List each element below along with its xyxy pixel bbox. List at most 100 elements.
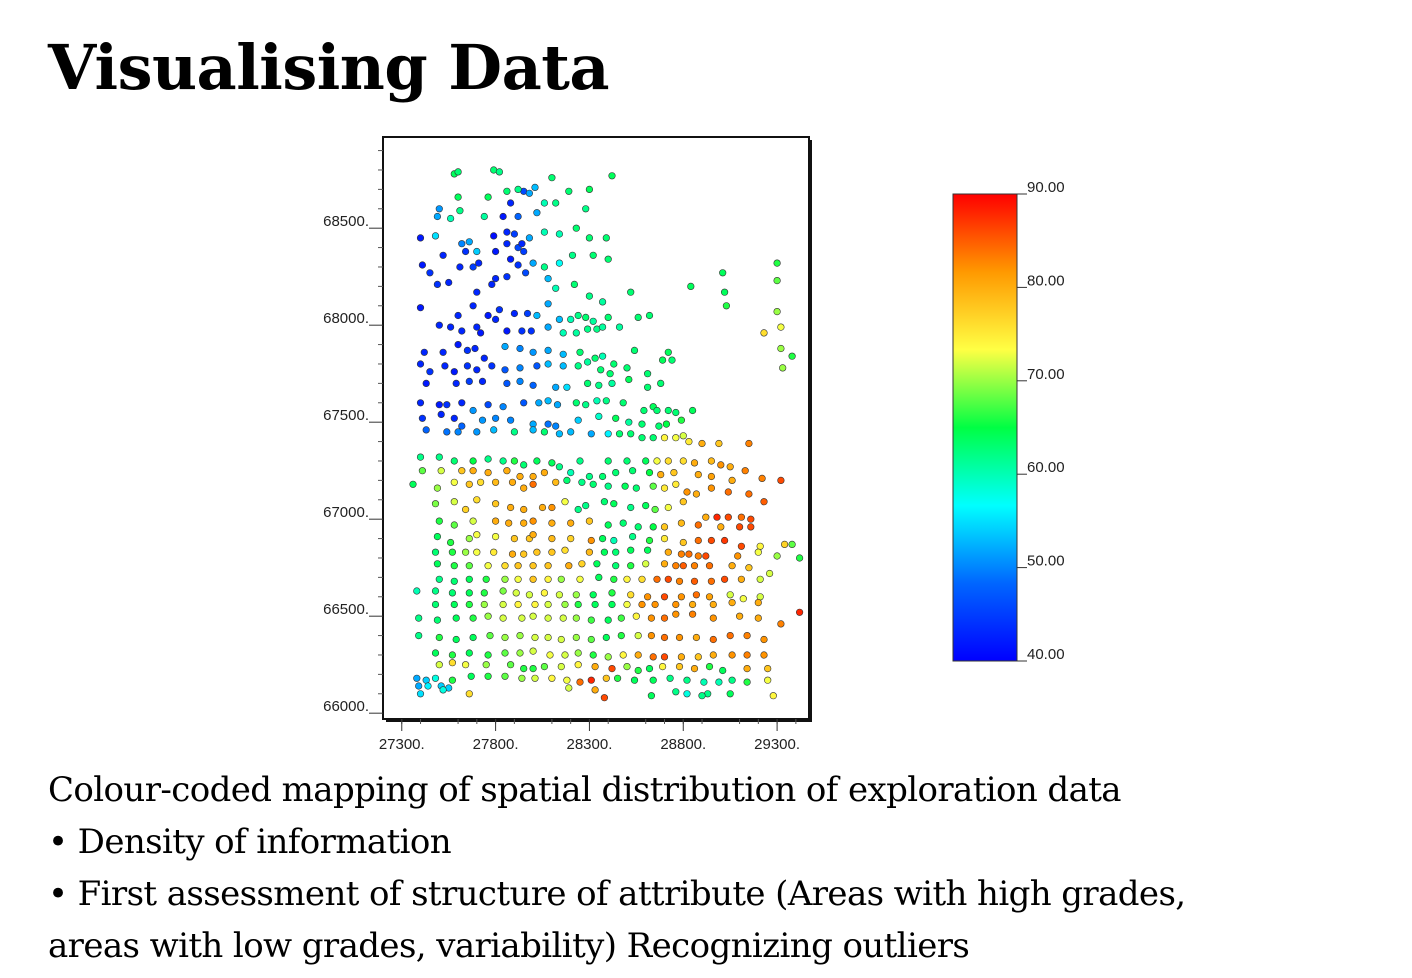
colorbar-tick-label: 70.00 [1027,366,1065,383]
data-point [529,259,537,267]
colorbar-gradient [952,193,1018,662]
data-point [595,412,603,421]
data-point [734,552,742,560]
data-point [516,472,524,481]
data-point [548,519,556,527]
data-point [516,364,524,372]
data-point [610,575,618,583]
data-point [510,457,519,465]
data-point [555,430,564,438]
data-point [544,346,552,355]
data-point [773,259,781,267]
data-point [488,362,496,370]
data-point [469,406,477,415]
data-point [694,521,702,529]
data-point [447,538,455,547]
colorbar-tick-label: 90.00 [1027,179,1065,196]
data-point [501,672,509,680]
data-point [728,676,736,684]
data-point [548,503,556,512]
data-point [540,428,549,436]
data-point [638,600,646,609]
data-point [677,416,686,424]
data-point [634,666,642,675]
data-point [544,600,552,609]
data-point [694,536,702,545]
data-point [525,189,534,197]
data-point [638,575,646,583]
data-point [507,416,515,424]
data-point [484,672,492,680]
data-point [604,430,612,438]
data-point [608,600,616,609]
data-point [544,300,552,308]
data-point [610,536,618,545]
data-point [529,531,537,539]
data-point [568,251,577,259]
data-point [501,649,509,657]
data-point [544,420,552,428]
y-tick-label: 68500. [323,213,369,230]
data-point [492,414,500,422]
data-point [480,589,488,597]
data-point [698,439,706,448]
data-point [760,329,768,337]
data-point [484,469,492,477]
data-point [484,401,492,409]
data-point [559,362,567,370]
data-point [559,614,567,622]
y-tick-label: 67000. [323,504,369,521]
data-point [632,484,640,492]
data-point [683,676,691,684]
data-point [773,308,781,316]
data-point [520,461,528,469]
data-point [608,379,616,388]
data-point [499,212,507,221]
data-point [462,505,470,514]
data-point [544,633,552,642]
data-point [469,614,477,622]
data-point [435,321,443,329]
data-point [435,453,443,461]
data-point [608,589,616,597]
data-point [477,478,485,486]
data-point [529,348,537,356]
data-point [503,327,511,335]
data-point [465,589,473,597]
data-point [471,344,479,353]
data-point [615,323,624,331]
data-point [743,631,751,640]
data-point [707,536,716,545]
data-point [623,457,631,465]
data-point [495,168,504,176]
data-point [658,662,667,671]
bullet-density: • Density of information [48,822,452,862]
data-point [435,575,443,583]
data-point [435,401,443,409]
y-axis-minor-ticks [378,150,383,695]
data-point [520,247,528,256]
data-point [700,678,708,686]
data-point [664,406,672,415]
data-point [424,682,432,690]
data-point [448,651,457,659]
data-point [450,600,458,609]
data-point [589,651,597,659]
data-point [473,428,481,436]
data-point [458,467,466,475]
data-point [516,631,524,640]
data-point [557,635,565,644]
data-point [578,560,586,568]
data-point [627,591,635,599]
plot-frame [382,136,810,720]
data-point [634,523,642,531]
data-point [529,472,537,481]
data-point [465,480,473,488]
data-point [589,251,597,259]
data-point [565,187,573,195]
data-point [552,478,560,486]
data-point [672,434,680,442]
data-point [508,550,517,558]
data-point [473,531,481,539]
data-point [660,653,669,661]
